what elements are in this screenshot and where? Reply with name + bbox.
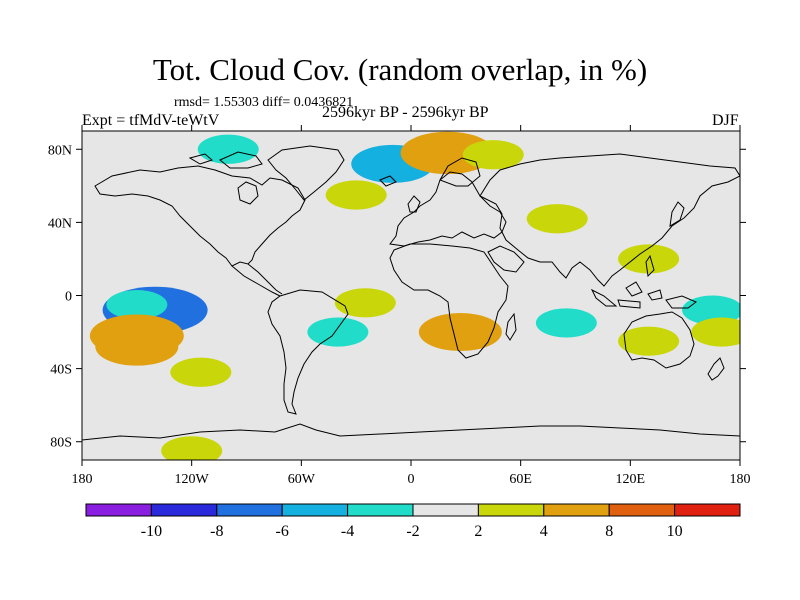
axis-ticks: 180 120W 60W 0 60E 120E 180 80N 40N 0 40S 80S — [48, 125, 751, 487]
stats-label: rmsd= 1.55303 diff= 0.0436821 — [174, 95, 354, 110]
colorbar-label: -6 — [276, 523, 289, 540]
anomaly-field — [89, 131, 740, 460]
anomaly-patch — [95, 327, 179, 366]
coastlines — [82, 145, 740, 441]
lat-tick-label: 80N — [48, 143, 72, 158]
anomaly-patch — [325, 180, 387, 210]
anomaly-patch — [418, 313, 502, 352]
anomaly-patch — [535, 308, 597, 338]
coast-madagascar — [505, 312, 517, 341]
anomaly-patch — [197, 134, 259, 164]
colorbar-label: -8 — [210, 523, 223, 540]
coast-antarctica — [82, 423, 740, 441]
lon-tick-label: 120W — [175, 472, 210, 487]
colorbar-label: -10 — [141, 523, 162, 540]
colorbar-swatch — [85, 503, 152, 517]
lat-tick-label: 40N — [48, 216, 72, 231]
colorbar-swatch — [608, 503, 676, 517]
colorbar-swatch — [216, 503, 283, 517]
colorbar-label: 10 — [667, 523, 683, 540]
lat-tick-label: 40S — [50, 363, 72, 378]
anomaly-patch — [462, 140, 524, 170]
lon-tick-label: 120E — [616, 472, 646, 487]
colorbar-swatch — [347, 503, 414, 517]
coast-indonesia — [590, 288, 618, 307]
coast-south-america — [267, 289, 349, 415]
anomaly-patch — [682, 295, 740, 325]
colorbar-label: 8 — [605, 523, 613, 540]
coast-scandinavia — [439, 157, 481, 187]
anomaly-patch — [106, 290, 168, 320]
coast-japan — [669, 201, 685, 227]
coast-new-guinea — [665, 295, 697, 309]
figure-title: Tot. Cloud Cov. (random overlap, in %) — [152, 52, 648, 87]
colorbar-swatch — [281, 503, 349, 517]
colorbar-swatch — [412, 503, 479, 517]
colorbar-swatch — [150, 503, 218, 517]
coast-north-america — [94, 165, 306, 267]
coast-new-zealand — [707, 357, 725, 381]
anomaly-patch — [526, 204, 588, 234]
colorbar-swatch — [674, 503, 741, 517]
coast-asia — [479, 153, 740, 287]
lat-tick-label: 80S — [50, 436, 72, 451]
colorbar-swatch — [477, 503, 545, 517]
lon-tick-label: 180 — [730, 472, 751, 487]
colorbar: -10 -8 -6 -4 -2 2 4 8 10 — [85, 503, 741, 540]
lon-tick-label: 60E — [509, 472, 532, 487]
anomaly-patch — [170, 357, 232, 387]
coast-uk — [407, 195, 421, 213]
coast-greenland — [267, 145, 345, 201]
coast-arctic-islands — [219, 151, 263, 169]
colorbar-label: 4 — [540, 523, 548, 540]
colorbar-label: 2 — [474, 523, 482, 540]
anomaly-patch — [618, 326, 680, 356]
colorbar-label: -2 — [406, 523, 419, 540]
anomaly-patch — [691, 317, 740, 347]
coast-africa — [389, 243, 509, 359]
lat-tick-label: 0 — [65, 290, 72, 305]
anomaly-patch — [334, 288, 396, 318]
colorbar-label: -4 — [341, 523, 354, 540]
coast-arabia — [487, 245, 525, 273]
coast-australia — [623, 311, 695, 369]
anomaly-patch — [307, 317, 369, 347]
colorbar-swatch — [543, 503, 610, 517]
coast-europe — [389, 171, 507, 247]
season-label: DJF — [712, 112, 739, 129]
lon-tick-label: 0 — [408, 472, 415, 487]
lon-tick-label: 180 — [72, 472, 93, 487]
experiment-label: Expt = tfMdV-teWtV — [82, 112, 220, 129]
lon-tick-label: 60W — [288, 472, 316, 487]
period-label: 2596kyr BP - 2596kyr BP — [322, 104, 489, 121]
coast-central-america — [247, 263, 283, 295]
anomaly-patch — [161, 436, 223, 460]
coast-hudson-bay — [237, 181, 259, 205]
